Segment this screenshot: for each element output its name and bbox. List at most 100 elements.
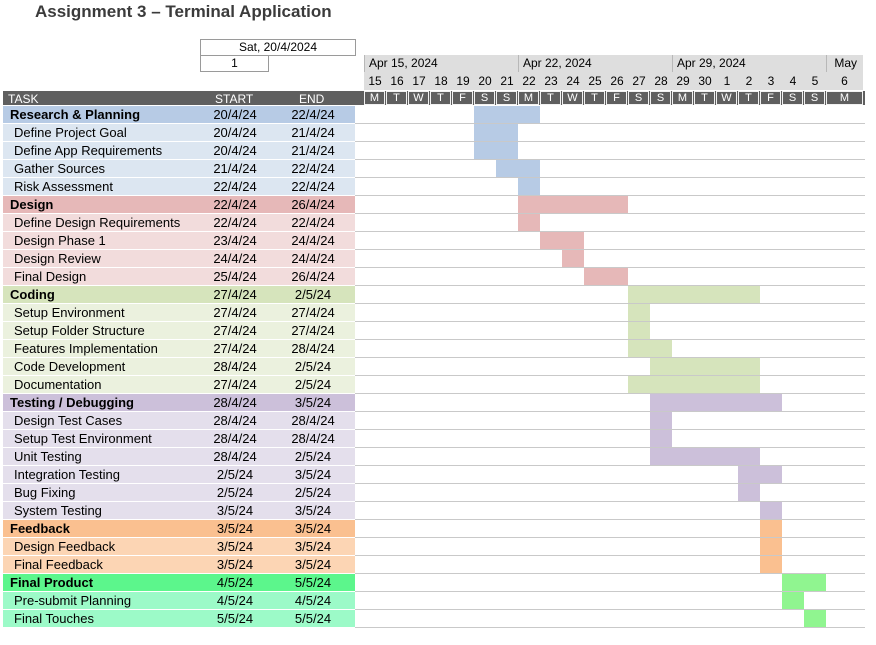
task-start-date[interactable]: 3/5/24 xyxy=(216,503,254,518)
task-end-date[interactable]: 21/4/24 xyxy=(291,143,335,158)
task-row[interactable]: Design Review 24/4/24 24/4/24 xyxy=(3,250,355,267)
task-end-date[interactable]: 28/4/24 xyxy=(291,413,335,428)
task-name[interactable]: Design xyxy=(10,197,54,212)
task-end-date[interactable]: 2/5/24 xyxy=(294,377,332,392)
task-row[interactable]: Code Development 28/4/24 2/5/24 xyxy=(3,358,355,375)
task-start-date[interactable]: 27/4/24 xyxy=(213,287,257,302)
task-start-date[interactable]: 2/5/24 xyxy=(216,467,254,482)
task-name[interactable]: Code Development xyxy=(14,359,126,374)
task-start-date[interactable]: 3/5/24 xyxy=(216,557,254,572)
task-start-date[interactable]: 28/4/24 xyxy=(213,431,257,446)
task-end-date[interactable]: 26/4/24 xyxy=(291,197,335,212)
task-row[interactable]: System Testing 3/5/24 3/5/24 xyxy=(3,502,355,519)
task-row[interactable]: Features Implementation 27/4/24 28/4/24 xyxy=(3,340,355,357)
phase-row[interactable]: Testing / Debugging 28/4/24 3/5/24 xyxy=(3,394,355,411)
task-name[interactable]: Gather Sources xyxy=(14,161,106,176)
task-start-date[interactable]: 25/4/24 xyxy=(213,269,257,284)
task-name[interactable]: Integration Testing xyxy=(14,467,120,482)
task-end-date[interactable]: 2/5/24 xyxy=(294,287,332,302)
task-start-date[interactable]: 28/4/24 xyxy=(213,449,257,464)
task-row[interactable]: Risk Assessment 22/4/24 22/4/24 xyxy=(3,178,355,195)
task-name[interactable]: Design Test Cases xyxy=(14,413,123,428)
task-end-date[interactable]: 24/4/24 xyxy=(291,233,335,248)
task-start-date[interactable]: 2/5/24 xyxy=(216,485,254,500)
task-row[interactable]: Integration Testing 2/5/24 3/5/24 xyxy=(3,466,355,483)
task-name[interactable]: Setup Folder Structure xyxy=(14,323,145,338)
task-row[interactable]: Final Design 25/4/24 26/4/24 xyxy=(3,268,355,285)
task-name[interactable]: Define Project Goal xyxy=(14,125,127,140)
task-start-date[interactable]: 20/4/24 xyxy=(213,125,257,140)
task-row[interactable]: Design Feedback 3/5/24 3/5/24 xyxy=(3,538,355,555)
task-row[interactable]: Design Phase 1 23/4/24 24/4/24 xyxy=(3,232,355,249)
task-end-date[interactable]: 5/5/24 xyxy=(294,575,332,590)
task-end-date[interactable]: 2/5/24 xyxy=(294,359,332,374)
phase-row[interactable]: Research & Planning 20/4/24 22/4/24 xyxy=(3,106,355,123)
task-end-date[interactable]: 3/5/24 xyxy=(294,557,332,572)
task-end-date[interactable]: 3/5/24 xyxy=(294,467,332,482)
task-row[interactable]: Documentation 27/4/24 2/5/24 xyxy=(3,376,355,393)
task-start-date[interactable]: 27/4/24 xyxy=(213,341,257,356)
task-start-date[interactable]: 27/4/24 xyxy=(213,323,257,338)
task-name[interactable]: Final Product xyxy=(10,575,94,590)
task-row[interactable]: Final Touches 5/5/24 5/5/24 xyxy=(3,610,355,627)
task-name[interactable]: Design Phase 1 xyxy=(14,233,106,248)
task-start-date[interactable]: 21/4/24 xyxy=(213,161,257,176)
task-row[interactable]: Define Design Requirements 22/4/24 22/4/24 xyxy=(3,214,355,231)
task-name[interactable]: Testing / Debugging xyxy=(10,395,134,410)
task-start-date[interactable]: 28/4/24 xyxy=(213,413,257,428)
task-name[interactable]: Setup Environment xyxy=(14,305,125,320)
task-row[interactable]: Setup Folder Structure 27/4/24 27/4/24 xyxy=(3,322,355,339)
task-start-date[interactable]: 3/5/24 xyxy=(216,521,254,536)
task-end-date[interactable]: 3/5/24 xyxy=(294,503,332,518)
task-end-date[interactable]: 22/4/24 xyxy=(291,215,335,230)
project-start-field[interactable]: Sat, 20/4/2024 xyxy=(200,39,356,56)
task-end-date[interactable]: 3/5/24 xyxy=(294,395,332,410)
phase-row[interactable]: Design 22/4/24 26/4/24 xyxy=(3,196,355,213)
task-row[interactable]: Define App Requirements 20/4/24 21/4/24 xyxy=(3,142,355,159)
task-start-date[interactable]: 20/4/24 xyxy=(213,143,257,158)
task-end-date[interactable]: 24/4/24 xyxy=(291,251,335,266)
task-row[interactable]: Final Feedback 3/5/24 3/5/24 xyxy=(3,556,355,573)
task-row[interactable]: Unit Testing 28/4/24 2/5/24 xyxy=(3,448,355,465)
task-start-date[interactable]: 28/4/24 xyxy=(213,395,257,410)
task-row[interactable]: Pre-submit Planning 4/5/24 4/5/24 xyxy=(3,592,355,609)
task-end-date[interactable]: 4/5/24 xyxy=(294,593,332,608)
task-end-date[interactable]: 22/4/24 xyxy=(291,161,335,176)
task-row[interactable]: Design Test Cases 28/4/24 28/4/24 xyxy=(3,412,355,429)
task-start-date[interactable]: 22/4/24 xyxy=(213,215,257,230)
task-start-date[interactable]: 4/5/24 xyxy=(216,575,254,590)
task-end-date[interactable]: 2/5/24 xyxy=(294,449,332,464)
task-name[interactable]: Features Implementation xyxy=(14,341,158,356)
task-end-date[interactable]: 22/4/24 xyxy=(291,107,335,122)
task-start-date[interactable]: 28/4/24 xyxy=(213,359,257,374)
task-name[interactable]: Final Feedback xyxy=(14,557,103,572)
task-start-date[interactable]: 27/4/24 xyxy=(213,377,257,392)
task-start-date[interactable]: 4/5/24 xyxy=(216,593,254,608)
task-row[interactable]: Define Project Goal 20/4/24 21/4/24 xyxy=(3,124,355,141)
task-name[interactable]: Setup Test Environment xyxy=(14,431,152,446)
task-name[interactable]: Documentation xyxy=(14,377,102,392)
task-start-date[interactable]: 5/5/24 xyxy=(216,611,254,626)
task-end-date[interactable]: 27/4/24 xyxy=(291,323,335,338)
task-row[interactable]: Bug Fixing 2/5/24 2/5/24 xyxy=(3,484,355,501)
task-name[interactable]: Define App Requirements xyxy=(14,143,163,158)
task-start-date[interactable]: 22/4/24 xyxy=(213,197,257,212)
task-name[interactable]: Coding xyxy=(10,287,55,302)
task-start-date[interactable]: 22/4/24 xyxy=(213,179,257,194)
task-name[interactable]: Define Design Requirements xyxy=(14,215,181,230)
task-end-date[interactable]: 26/4/24 xyxy=(291,269,335,284)
task-end-date[interactable]: 3/5/24 xyxy=(294,539,332,554)
task-end-date[interactable]: 27/4/24 xyxy=(291,305,335,320)
task-name[interactable]: Design Review xyxy=(14,251,101,266)
task-name[interactable]: System Testing xyxy=(14,503,102,518)
task-start-date[interactable]: 20/4/24 xyxy=(213,107,257,122)
task-name[interactable]: Bug Fixing xyxy=(14,485,76,500)
display-week-field[interactable]: 1 xyxy=(200,55,269,72)
task-name[interactable]: Pre-submit Planning xyxy=(14,593,132,608)
task-end-date[interactable]: 5/5/24 xyxy=(294,611,332,626)
phase-row[interactable]: Final Product 4/5/24 5/5/24 xyxy=(3,574,355,591)
task-end-date[interactable]: 21/4/24 xyxy=(291,125,335,140)
task-start-date[interactable]: 23/4/24 xyxy=(213,233,257,248)
task-name[interactable]: Design Feedback xyxy=(14,539,116,554)
task-end-date[interactable]: 22/4/24 xyxy=(291,179,335,194)
